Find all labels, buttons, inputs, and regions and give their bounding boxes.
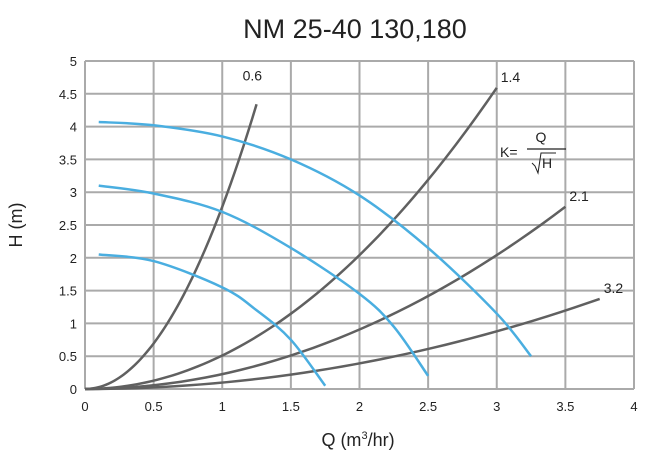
x-tick-label: 2 bbox=[356, 399, 363, 414]
x-tick-label: 1 bbox=[219, 399, 226, 414]
pump-curve-1 bbox=[98, 120, 533, 357]
pump-curve-3 bbox=[98, 253, 327, 387]
y-tick-label: 3.5 bbox=[59, 152, 77, 167]
x-tick-label: 0 bbox=[81, 399, 88, 414]
y-tick-label: 0 bbox=[70, 382, 77, 397]
sqrt-sign bbox=[531, 152, 556, 175]
y-tick-label: 2.5 bbox=[59, 218, 77, 233]
pump-curve-2 bbox=[98, 184, 430, 377]
x-axis-label: Q (m3/hr) bbox=[321, 430, 394, 450]
y-tick-label: 3 bbox=[70, 185, 77, 200]
system-curve-label: 3.2 bbox=[604, 280, 624, 296]
k-formula: K= Q H bbox=[500, 129, 566, 175]
x-tick-label: 3 bbox=[493, 399, 500, 414]
x-tick-label: 4 bbox=[630, 399, 637, 414]
x-tick-label: 2.5 bbox=[419, 399, 437, 414]
system-curve-label: 0.6 bbox=[243, 67, 263, 83]
y-tick-label: 2 bbox=[70, 251, 77, 266]
x-tick-label: 3.5 bbox=[556, 399, 574, 414]
y-tick-label: 1.5 bbox=[59, 284, 77, 299]
system-curve-label: 2.1 bbox=[569, 188, 589, 204]
x-tick-label: 1.5 bbox=[282, 399, 300, 414]
chart-title: NM 25-40 130,180 bbox=[243, 14, 467, 44]
formula-denominator: H bbox=[542, 155, 552, 171]
system-curve-1.4 bbox=[84, 87, 498, 391]
y-tick-label: 1 bbox=[70, 316, 77, 331]
system-curve-label: 1.4 bbox=[501, 69, 521, 85]
y-tick-label: 0.5 bbox=[59, 349, 77, 364]
x-tick-label: 0.5 bbox=[145, 399, 163, 414]
formula-numerator: Q bbox=[536, 129, 547, 145]
y-tick-label: 5 bbox=[70, 54, 77, 69]
formula-lhs: K= bbox=[500, 144, 518, 160]
y-tick-label: 4 bbox=[70, 120, 77, 135]
y-tick-label: 4.5 bbox=[59, 87, 77, 102]
y-axis-label: H (m) bbox=[6, 203, 26, 248]
system-curve-3.2 bbox=[84, 297, 601, 391]
system-curve-0.6 bbox=[84, 103, 258, 391]
system-curve-2.1 bbox=[84, 205, 567, 391]
